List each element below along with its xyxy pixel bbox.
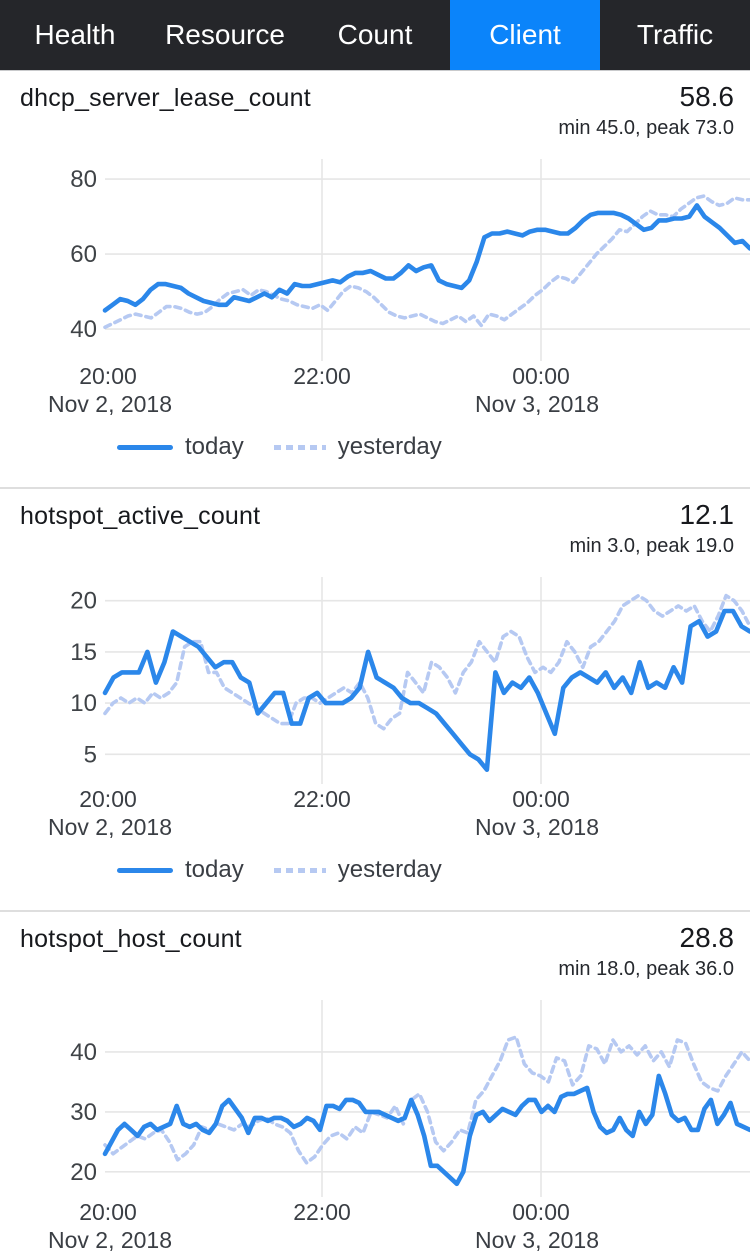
chart-card-hotspot-host-count: hotspot_host_count 28.8 min 18.0, peak 3…	[0, 912, 750, 1253]
x-axis-dates: Nov 2, 2018 Nov 3, 2018	[0, 391, 750, 417]
chart-card-hotspot-active-count: hotspot_active_count 12.1 min 3.0, peak …	[0, 489, 750, 912]
svg-text:80: 80	[70, 166, 97, 193]
chart-min-peak: min 3.0, peak 19.0	[569, 535, 734, 557]
x-tick: 20:00	[79, 786, 137, 812]
x-tick: 20:00	[79, 1199, 137, 1225]
section-divider	[0, 487, 750, 489]
svg-text:15: 15	[70, 639, 97, 666]
section-divider	[0, 910, 750, 912]
x-tick: 22:00	[293, 1199, 351, 1225]
line-chart-canvas[interactable]: 20 30 40	[0, 992, 750, 1197]
tab-count[interactable]: Count	[337, 19, 413, 50]
x-axis-dates: Nov 2, 2018 Nov 3, 2018	[0, 814, 750, 840]
x-tick: 00:00	[512, 363, 570, 389]
svg-text:40: 40	[70, 316, 97, 343]
line-chart-canvas[interactable]: 5 10 15 20	[0, 569, 750, 784]
x-tick: 00:00	[512, 786, 570, 812]
chart-current-value: 28.8	[679, 922, 735, 953]
tab-client[interactable]: Client	[450, 0, 600, 70]
date-label: Nov 3, 2018	[474, 814, 600, 840]
chart-title: hotspot_host_count	[20, 925, 242, 953]
svg-text:40: 40	[70, 1039, 97, 1066]
legend-yesterday-label[interactable]: yesterday	[337, 433, 442, 460]
date-label: Nov 2, 2018	[47, 1227, 173, 1253]
x-tick: 22:00	[293, 786, 351, 812]
x-tick: 00:00	[512, 1199, 570, 1225]
legend-yesterday-label[interactable]: yesterday	[337, 856, 442, 883]
legend-yesterday-swatch	[273, 867, 326, 873]
svg-text:5: 5	[84, 741, 97, 768]
x-axis-ticks: 20:00 22:00 00:00	[0, 363, 750, 389]
date-label: Nov 3, 2018	[474, 1227, 600, 1253]
svg-text:20: 20	[70, 588, 97, 615]
legend-yesterday-swatch	[273, 444, 326, 450]
legend-today-swatch	[117, 867, 173, 873]
svg-text:20: 20	[70, 1159, 97, 1186]
chart-min-peak: min 18.0, peak 36.0	[558, 958, 734, 980]
svg-text:60: 60	[70, 241, 97, 268]
line-chart-canvas[interactable]: 40 60 80	[0, 151, 750, 361]
x-axis-ticks: 20:00 22:00 00:00	[0, 1199, 750, 1225]
date-label: Nov 3, 2018	[474, 391, 600, 417]
date-label: Nov 2, 2018	[47, 391, 173, 417]
legend-today-label[interactable]: today	[185, 856, 244, 883]
x-axis-dates: Nov 2, 2018 Nov 3, 2018	[0, 1227, 750, 1253]
x-tick: 22:00	[293, 363, 351, 389]
svg-text:10: 10	[70, 690, 97, 717]
legend-today-label[interactable]: today	[185, 433, 244, 460]
tab-health[interactable]: Health	[34, 19, 116, 50]
tab-resource[interactable]: Resource	[165, 19, 285, 50]
legend-today-swatch	[117, 444, 173, 450]
svg-text:30: 30	[70, 1099, 97, 1126]
chart-title: dhcp_server_lease_count	[20, 84, 311, 112]
chart-min-peak: min 45.0, peak 73.0	[558, 117, 734, 139]
date-label: Nov 2, 2018	[47, 814, 173, 840]
x-tick: 20:00	[79, 363, 137, 389]
chart-card-dhcp-server-lease-count: dhcp_server_lease_count 58.6 min 45.0, p…	[0, 71, 750, 489]
chart-current-value: 58.6	[679, 81, 735, 112]
top-tab-bar: Health Resource Count Client Traffic	[0, 0, 750, 71]
tab-traffic[interactable]: Traffic	[636, 19, 714, 50]
x-axis-ticks: 20:00 22:00 00:00	[0, 786, 750, 812]
chart-legend: today yesterday	[117, 856, 750, 884]
chart-title: hotspot_active_count	[20, 502, 261, 530]
chart-legend: today yesterday	[117, 433, 750, 461]
chart-current-value: 12.1	[679, 499, 735, 530]
